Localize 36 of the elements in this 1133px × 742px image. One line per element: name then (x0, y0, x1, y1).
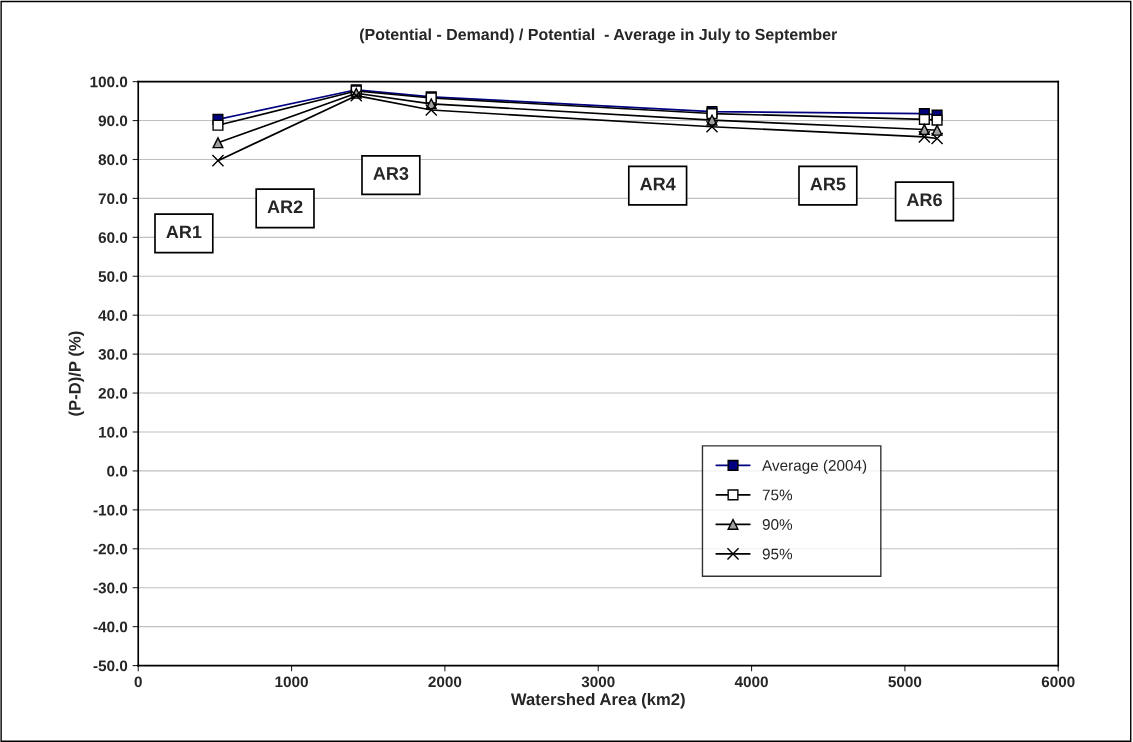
y-tick-label: 30.0 (98, 349, 128, 360)
x-tick-label: 0 (134, 676, 142, 688)
y-tick-label: 10.0 (99, 426, 128, 438)
x-tick-label: 3000 (581, 676, 615, 688)
y-tick-label: -10.0 (93, 504, 128, 516)
x-tick-label: 1000 (275, 676, 308, 688)
y-tick-label: 60.0 (98, 232, 128, 244)
y-tick-label: 50.0 (98, 271, 128, 282)
annotation: AR1 (166, 225, 202, 239)
y-tick-label: -40.0 (93, 621, 128, 633)
y-tick-label: 90.0 (98, 115, 128, 127)
legend-label: 90% (762, 519, 793, 530)
y-tick-label: 80.0 (98, 154, 128, 166)
y-axis-title: (P-D)/P (%) (68, 331, 85, 416)
y-tick-label: -20.0 (93, 543, 128, 555)
legend-label: 95% (762, 548, 793, 560)
annotation: AR2 (267, 200, 303, 214)
legend-label: 75% (762, 489, 793, 501)
y-tick-label: 0.0 (107, 465, 128, 477)
y-tick-label: -30.0 (93, 582, 128, 594)
y-tick-label: -50.0 (93, 660, 128, 672)
x-axis-title: Watershed Area (km2) (510, 693, 685, 709)
x-tick-label: 6000 (1041, 676, 1075, 688)
y-tick-label: 100.0 (90, 76, 128, 88)
x-tick-label: 4000 (734, 676, 768, 688)
annotation: AR6 (906, 193, 942, 207)
annotation: AR5 (810, 177, 846, 191)
annotation: AR4 (640, 177, 676, 191)
legend-label: Average (2004) (762, 459, 867, 474)
y-tick-label: 40.0 (98, 310, 128, 321)
annotation: AR3 (373, 167, 409, 180)
y-tick-label: 20.0 (98, 387, 128, 399)
x-tick-label: 2000 (428, 676, 462, 688)
x-tick-label: 5000 (888, 676, 922, 688)
y-tick-label: 70.0 (98, 193, 128, 205)
chart-title: (Potential - Demand) / Potential - Average in July to September (360, 28, 838, 44)
